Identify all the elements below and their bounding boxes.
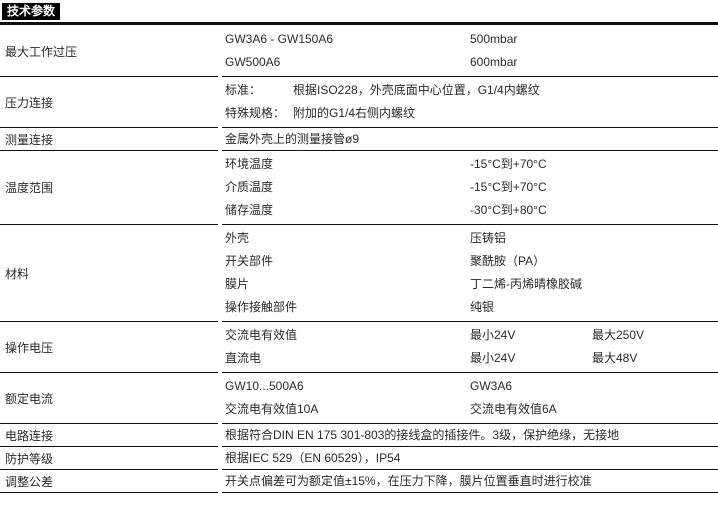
row-label: 额定电流 — [0, 373, 218, 424]
section-title: 技术参数 — [2, 3, 61, 20]
row-content: 环境温度 -15°C到+70°C 介质温度 -15°C到+70°C 储存温度 -30°C到… — [222, 151, 718, 225]
content-cell: 储存温度 — [225, 203, 274, 217]
table-row: 防护等级 根据IEC 529（EN 60529），IP54 — [0, 447, 718, 470]
content-cell: 介质温度 — [225, 180, 274, 194]
row-content: 开关点偏差可为额定值±15%，在压力下降，膜片位置垂直时进行校准 — [222, 470, 718, 493]
content-line: 根据IEC 529（EN 60529），IP54 — [225, 448, 718, 468]
content-line: 交流电有效值10A 交流电有效值6A — [225, 398, 718, 421]
content-cell: -15°C到+70°C — [470, 180, 547, 194]
content-cell: 最小24V — [470, 328, 516, 342]
content-cell: 开关部件 — [225, 254, 274, 268]
content-line: 根据符合DIN EN 175 301-803的接线盒的插接件。3级，保护绝缘，无… — [225, 425, 718, 445]
content-line: 储存温度 -30°C到+80°C — [225, 199, 718, 222]
row-label: 测量连接 — [0, 128, 218, 151]
content-line: 开关部件 聚酰胺（PA） — [225, 250, 718, 273]
table-row: 材料 外壳 压铸铝开关部件 聚酰胺（PA） 膜片 丁二烯-丙烯晴橡胶碱操作接触部件 纯银 — [0, 225, 718, 322]
content-cell: GW10...500A6 — [225, 379, 304, 393]
content-cell: 操作接触部件 — [225, 300, 298, 314]
content-line: 环境温度 -15°C到+70°C — [225, 153, 718, 176]
content-cell: 交流电有效值6A — [470, 402, 557, 416]
content-cell: -30°C到+80°C — [470, 203, 547, 217]
content-cell: 开关点偏差可为额定值±15%，在压力下降，膜片位置垂直时进行校准 — [225, 474, 592, 488]
content-cell: 最大250V — [592, 328, 645, 342]
row-content: GW3A6 - GW150A6 500mbar GW500A6 600mbar — [222, 26, 718, 77]
content-cell: 根据IEC 529（EN 60529），IP54 — [225, 451, 401, 465]
content-cell: 根据符合DIN EN 175 301-803的接线盒的插接件。3级，保护绝缘，无… — [225, 428, 620, 442]
content-line: 开关点偏差可为额定值±15%，在压力下降，膜片位置垂直时进行校准 — [225, 471, 718, 491]
table-row: 温度范围 环境温度 -15°C到+70°C 介质温度 -15°C到+70°C 储存温度 -3… — [0, 151, 718, 225]
content-line: 介质温度 -15°C到+70°C — [225, 176, 718, 199]
header-rule — [0, 22, 718, 25]
content-line: 交流电有效值 最小24V 最大250V — [225, 324, 718, 347]
content-cell: 压铸铝 — [470, 231, 507, 245]
content-cell: 交流电有效值10A — [225, 402, 319, 416]
row-label: 材料 — [0, 225, 218, 322]
content-cell: 最大48V — [592, 351, 638, 365]
content-cell: 丁二烯-丙烯晴橡胶碱 — [470, 277, 582, 291]
content-line: GW500A6 600mbar — [225, 51, 718, 74]
row-label: 调整公差 — [0, 470, 218, 493]
content-cell: 纯银 — [470, 300, 495, 314]
content-cell: 金属外壳上的测量接管ø9 — [225, 132, 360, 146]
content-cell: 特殊规格： — [225, 106, 286, 120]
content-cell: 环境温度 — [225, 157, 274, 171]
content-cell: GW3A6 - GW150A6 — [225, 32, 334, 46]
content-cell: 外壳 — [225, 231, 250, 245]
content-line: 标准： 根据ISO228，外壳底面中心位置，G1/4内螺纹 — [225, 79, 718, 102]
row-content: 外壳 压铸铝开关部件 聚酰胺（PA） 膜片 丁二烯-丙烯晴橡胶碱操作接触部件 纯银 — [222, 225, 718, 322]
content-line: GW3A6 - GW150A6 500mbar — [225, 28, 718, 51]
content-line: 直流电 最小24V 最大48V — [225, 347, 718, 370]
content-line: 金属外壳上的测量接管ø9 — [225, 129, 718, 149]
table-row: 测量连接 金属外壳上的测量接管ø9 — [0, 128, 718, 151]
table-row: 操作电压 交流电有效值 最小24V 最大250V 直流电 最小24V 最大48V — [0, 322, 718, 373]
content-cell: 附加的G1/4右侧内螺纹 — [293, 106, 416, 120]
table-row: 电路连接 根据符合DIN EN 175 301-803的接线盒的插接件。3级，保护… — [0, 424, 718, 447]
row-content: 交流电有效值 最小24V 最大250V 直流电 最小24V 最大48V — [222, 322, 718, 373]
content-cell: 膜片 — [225, 277, 250, 291]
row-label: 压力连接 — [0, 77, 218, 128]
row-label: 操作电压 — [0, 322, 218, 373]
content-line: 操作接触部件 纯银 — [225, 296, 718, 319]
row-content: 金属外壳上的测量接管ø9 — [222, 128, 718, 151]
content-cell: GW3A6 — [470, 379, 513, 393]
table-row: 压力连接 标准： 根据ISO228，外壳底面中心位置，G1/4内螺纹 特殊规格： 附加的… — [0, 77, 718, 128]
content-cell: 交流电有效值 — [225, 328, 298, 342]
content-line: GW10...500A6 GW3A6 — [225, 375, 718, 398]
tech-spec-page: 技术参数 最大工作过压 GW3A6 - GW150A6 500mbar GW500A6… — [0, 0, 718, 493]
row-content: 根据IEC 529（EN 60529），IP54 — [222, 447, 718, 470]
spec-table: 最大工作过压 GW3A6 - GW150A6 500mbar GW500A6 600mb… — [0, 26, 718, 493]
row-content: 标准： 根据ISO228，外壳底面中心位置，G1/4内螺纹 特殊规格： 附加的G1/4… — [222, 77, 718, 128]
content-cell: 直流电 — [225, 351, 262, 365]
content-cell: -15°C到+70°C — [470, 157, 547, 171]
row-content: GW10...500A6 GW3A6 交流电有效值10A 交流电有效值6A — [222, 373, 718, 424]
row-label: 防护等级 — [0, 447, 218, 470]
content-cell: 聚酰胺（PA） — [470, 254, 546, 268]
content-cell: 600mbar — [470, 55, 518, 69]
content-cell: 最小24V — [470, 351, 516, 365]
content-cell: 500mbar — [470, 32, 518, 46]
content-line: 特殊规格： 附加的G1/4右侧内螺纹 — [225, 102, 718, 125]
section-header: 技术参数 — [0, 0, 718, 20]
row-label: 电路连接 — [0, 424, 218, 447]
row-label: 最大工作过压 — [0, 26, 218, 77]
content-cell: GW500A6 — [225, 55, 281, 69]
table-row: 额定电流 GW10...500A6 GW3A6 交流电有效值10A 交流电有效值6A — [0, 373, 718, 424]
content-line: 外壳 压铸铝 — [225, 227, 718, 250]
row-label: 温度范围 — [0, 151, 218, 225]
content-cell: 标准： — [225, 83, 262, 97]
table-row: 最大工作过压 GW3A6 - GW150A6 500mbar GW500A6 600mb… — [0, 26, 718, 77]
content-line: 膜片 丁二烯-丙烯晴橡胶碱 — [225, 273, 718, 296]
row-content: 根据符合DIN EN 175 301-803的接线盒的插接件。3级，保护绝缘，无… — [222, 424, 718, 447]
content-cell: 根据ISO228，外壳底面中心位置，G1/4内螺纹 — [293, 83, 540, 97]
table-row: 调整公差 开关点偏差可为额定值±15%，在压力下降，膜片位置垂直时进行校准 — [0, 470, 718, 493]
